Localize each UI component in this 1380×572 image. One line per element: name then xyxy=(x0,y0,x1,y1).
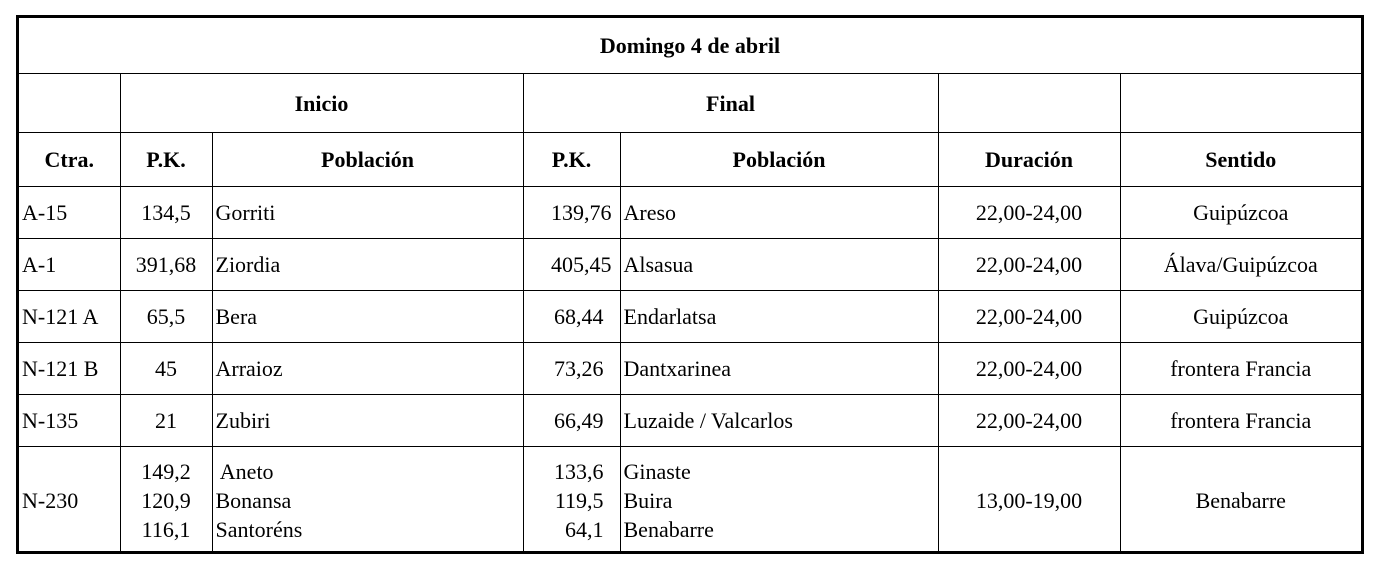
cell-pk-inicio: 45 xyxy=(119,342,213,395)
cell-sentido: Guipúzcoa xyxy=(1119,290,1362,343)
table-row: A-1 391,68 Ziordia 405,45 Alsasua 22,00-… xyxy=(19,238,1362,291)
cell-duracion: 22,00-24,00 xyxy=(937,342,1121,395)
pk-value: 116,1 xyxy=(141,516,191,542)
pk-value: 119,5 xyxy=(554,487,604,513)
table-row: A-15 134,5 Gorriti 139,76 Areso 22,00-24… xyxy=(19,186,1362,239)
cell-pk-inicio: 21 xyxy=(119,394,213,447)
column-header-duracion: Duración xyxy=(937,132,1121,187)
town-name: Bonansa xyxy=(215,487,292,513)
pk-value: 149,2 xyxy=(141,458,191,484)
table-row: N-135 21 Zubiri 66,49 Luzaide / Valcarlo… xyxy=(19,394,1362,447)
title-row: Domingo 4 de abril xyxy=(19,18,1362,74)
column-header-pk-inicio: P.K. xyxy=(119,132,213,187)
cell-pk-final: 133,6 119,5 64,1 xyxy=(522,446,621,553)
cell-poblacion-inicio: Ziordia xyxy=(211,238,524,291)
cell-duracion: 22,00-24,00 xyxy=(937,186,1121,239)
cell-sentido: Guipúzcoa xyxy=(1119,186,1362,239)
group-header-inicio: Inicio xyxy=(119,73,524,133)
table-title: Domingo 4 de abril xyxy=(19,18,1362,74)
group-header-final: Final xyxy=(522,73,939,133)
town-name: Benabarre xyxy=(623,516,714,542)
cell-poblacion-final: Alsasua xyxy=(619,238,939,291)
cell-pk-inicio: 65,5 xyxy=(119,290,213,343)
cell-duracion: 22,00-24,00 xyxy=(937,290,1121,343)
cell-ctra: N-121 B xyxy=(19,342,121,395)
closure-schedule-table-frame: Domingo 4 de abril Inicio Final Ctra. P.… xyxy=(16,15,1364,554)
pk-value: 120,9 xyxy=(141,487,191,513)
group-header-row: Inicio Final xyxy=(19,73,1362,133)
table-row: N-121 A 65,5 Bera 68,44 Endarlatsa 22,00… xyxy=(19,290,1362,343)
cell-pk-final: 405,45 xyxy=(522,238,621,291)
cell-ctra: A-15 xyxy=(19,186,121,239)
pk-value: 133,6 xyxy=(554,458,604,484)
cell-pk-final: 73,26 xyxy=(522,342,621,395)
cell-ctra: N-230 xyxy=(19,446,121,553)
cell-sentido: frontera Francia xyxy=(1119,342,1362,395)
table-row: N-121 B 45 Arraioz 73,26 Dantxarinea 22,… xyxy=(19,342,1362,395)
cell-duracion: 22,00-24,00 xyxy=(937,394,1121,447)
cell-poblacion-final: Endarlatsa xyxy=(619,290,939,343)
cell-pk-inicio: 134,5 xyxy=(119,186,213,239)
cell-ctra: N-121 A xyxy=(19,290,121,343)
cell-sentido: Álava/Guipúzcoa xyxy=(1119,238,1362,291)
town-name: Ginaste xyxy=(623,458,691,484)
cell-pk-inicio: 391,68 xyxy=(119,238,213,291)
town-name: Buira xyxy=(623,487,673,513)
cell-pk-inicio: 149,2 120,9 116,1 xyxy=(119,446,213,553)
town-name: Aneto xyxy=(215,458,274,484)
cell-poblacion-inicio: Arraioz xyxy=(211,342,524,395)
cell-sentido: Benabarre xyxy=(1119,446,1362,553)
column-header-pk-final: P.K. xyxy=(522,132,621,187)
cell-duracion: 22,00-24,00 xyxy=(937,238,1121,291)
cell-poblacion-inicio: Aneto Bonansa Santoréns xyxy=(211,446,524,553)
cell-poblacion-inicio: Gorriti xyxy=(211,186,524,239)
column-header-poblacion-final: Población xyxy=(619,132,939,187)
cell-poblacion-inicio: Zubiri xyxy=(211,394,524,447)
group-header-empty xyxy=(19,73,121,133)
group-header-empty xyxy=(1119,73,1362,133)
cell-poblacion-final: Ginaste Buira Benabarre xyxy=(619,446,939,553)
cell-poblacion-inicio: Bera xyxy=(211,290,524,343)
column-header-poblacion-inicio: Población xyxy=(211,132,524,187)
cell-sentido: frontera Francia xyxy=(1119,394,1362,447)
column-header-row: Ctra. P.K. Población P.K. Población Dura… xyxy=(19,132,1362,187)
cell-poblacion-final: Dantxarinea xyxy=(619,342,939,395)
cell-pk-final: 68,44 xyxy=(522,290,621,343)
town-name: Santoréns xyxy=(215,516,303,542)
column-header-ctra: Ctra. xyxy=(19,132,121,187)
closure-schedule-table: Domingo 4 de abril Inicio Final Ctra. P.… xyxy=(19,18,1362,553)
cell-poblacion-final: Luzaide / Valcarlos xyxy=(619,394,939,447)
cell-duracion: 13,00-19,00 xyxy=(937,446,1121,553)
cell-ctra: A-1 xyxy=(19,238,121,291)
cell-poblacion-final: Areso xyxy=(619,186,939,239)
column-header-sentido: Sentido xyxy=(1119,132,1362,187)
pk-value: 64,1 xyxy=(565,516,604,542)
table-row: N-230 149,2 120,9 116,1 Aneto Bonansa Sa… xyxy=(19,446,1362,553)
group-header-empty xyxy=(937,73,1121,133)
cell-ctra: N-135 xyxy=(19,394,121,447)
cell-pk-final: 139,76 xyxy=(522,186,621,239)
cell-pk-final: 66,49 xyxy=(522,394,621,447)
